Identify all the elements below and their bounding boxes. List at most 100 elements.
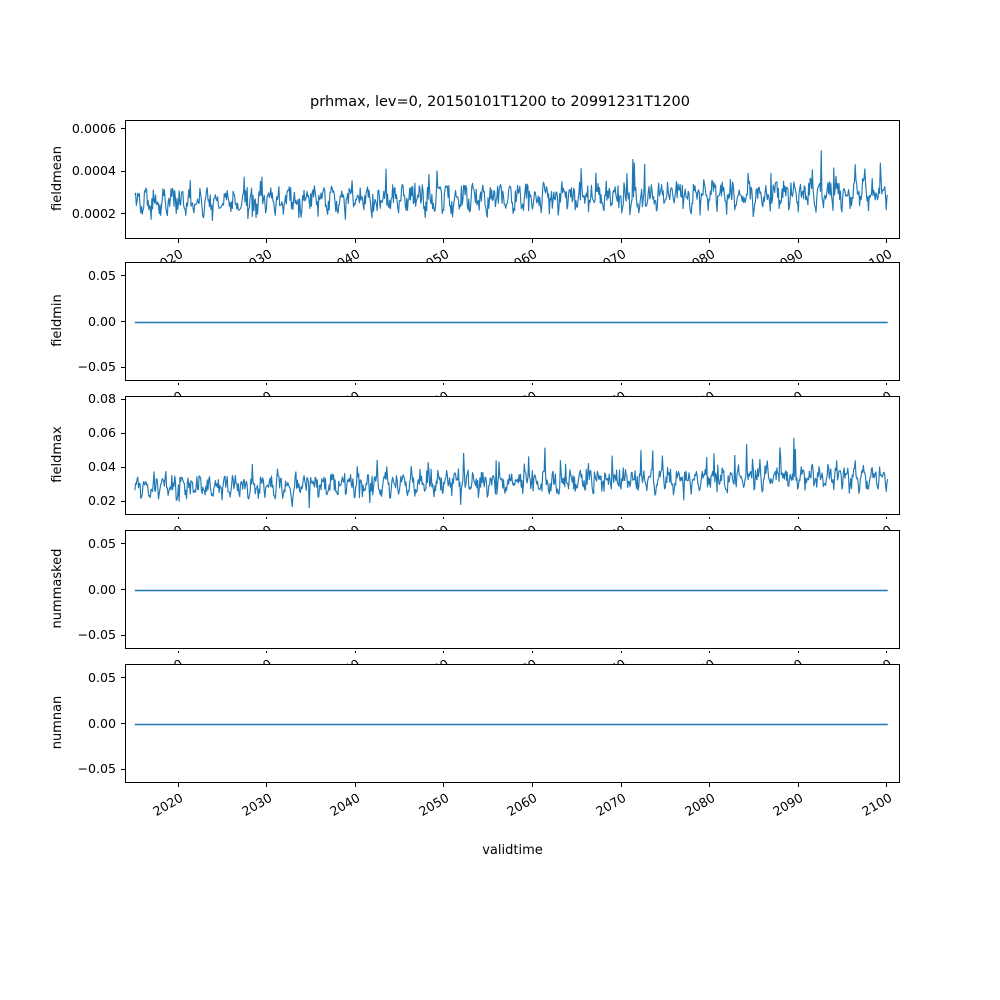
plot-line-fieldmax — [126, 397, 901, 516]
x-tick-label: 2070 — [593, 790, 629, 820]
y-tick-mark — [121, 213, 125, 215]
x-tick-label: 2080 — [681, 790, 718, 820]
x-tick-mark — [531, 239, 534, 243]
x-tick-mark — [797, 649, 799, 653]
x-tick-mark — [709, 783, 711, 787]
y-tick-mark — [121, 500, 125, 502]
x-tick-mark — [886, 381, 888, 385]
y-tick-label: −0.05 — [77, 761, 116, 777]
y-tick-mark — [121, 398, 125, 400]
x-tick-mark — [531, 515, 534, 519]
y-tick-label: 0.04 — [87, 459, 116, 475]
x-axis-label: validtime — [482, 843, 543, 858]
y-axis-label-numnan: numnan — [49, 695, 65, 749]
x-tick-mark — [177, 239, 179, 243]
x-tick-mark — [886, 239, 888, 243]
x-tick-label: 2090 — [770, 790, 806, 820]
y-tick-mark — [121, 321, 125, 323]
x-tick-mark — [620, 515, 622, 519]
y-tick-label: −0.05 — [77, 359, 116, 375]
x-tick-mark — [266, 239, 268, 243]
x-tick-mark — [443, 783, 445, 787]
x-tick-mark — [354, 515, 356, 519]
x-tick-label: 2020 — [150, 790, 186, 820]
x-tick-mark — [443, 515, 445, 519]
x-tick-mark — [709, 649, 711, 653]
x-tick-label: 2050 — [416, 790, 452, 820]
x-tick-mark — [709, 239, 711, 243]
y-axis-label-fieldmax: fieldmax — [49, 425, 65, 483]
plot-line-numnan — [126, 665, 901, 784]
y-tick-mark — [121, 275, 125, 277]
y-tick-label: 0.05 — [87, 535, 116, 551]
x-tick-mark — [886, 783, 888, 787]
x-tick-mark — [531, 783, 534, 787]
x-tick-label: 2100 — [858, 790, 895, 820]
subplot-fieldmax — [125, 396, 901, 516]
y-tick-mark — [121, 634, 125, 636]
y-tick-mark — [121, 543, 125, 545]
x-tick-mark — [620, 649, 622, 653]
x-tick-mark — [531, 649, 534, 653]
x-tick-mark — [443, 381, 445, 385]
x-tick-label: 2040 — [327, 790, 363, 820]
x-tick-mark — [886, 649, 888, 653]
x-tick-mark — [797, 783, 799, 787]
x-tick-mark — [177, 783, 179, 787]
x-tick-mark — [443, 649, 445, 653]
y-tick-mark — [121, 723, 125, 725]
subplot-numnan — [125, 664, 901, 784]
y-axis-label-nummasked: nummasked — [49, 548, 65, 628]
x-tick-label: 2060 — [504, 790, 540, 820]
x-tick-mark — [797, 239, 799, 243]
x-tick-mark — [620, 783, 622, 787]
x-tick-mark — [620, 239, 622, 243]
x-tick-mark — [797, 381, 799, 385]
x-tick-mark — [443, 239, 445, 243]
y-tick-mark — [121, 768, 125, 770]
x-tick-mark — [266, 515, 268, 519]
y-tick-label: 0.00 — [87, 313, 116, 329]
subplot-fieldmean — [125, 120, 901, 240]
y-axis-label-fieldmean: fieldmean — [49, 145, 65, 211]
x-tick-mark — [797, 515, 799, 519]
y-tick-mark — [121, 677, 125, 679]
y-tick-mark — [121, 170, 125, 172]
x-tick-mark — [354, 381, 356, 385]
x-tick-mark — [177, 381, 179, 385]
x-tick-mark — [886, 515, 888, 519]
y-tick-label: −0.05 — [77, 627, 116, 643]
y-tick-mark — [121, 466, 125, 468]
y-tick-label: 0.0002 — [71, 205, 116, 221]
plot-line-nummasked — [126, 531, 901, 650]
plot-line-fieldmean — [126, 121, 901, 240]
x-tick-mark — [266, 649, 268, 653]
subplot-nummasked — [125, 530, 901, 650]
x-tick-mark — [709, 515, 711, 519]
x-tick-mark — [266, 381, 268, 385]
y-tick-label: 0.06 — [87, 425, 116, 441]
figure-title: prhmax, lev=0, 20150101T1200 to 20991231… — [310, 94, 690, 110]
y-tick-label: 0.00 — [87, 715, 116, 731]
y-tick-mark — [121, 128, 125, 130]
y-tick-mark — [121, 589, 125, 591]
x-tick-mark — [531, 381, 534, 385]
x-tick-mark — [354, 239, 356, 243]
y-tick-mark — [121, 366, 125, 368]
x-tick-mark — [177, 649, 179, 653]
y-tick-label: 0.00 — [87, 581, 116, 597]
x-tick-mark — [266, 783, 268, 787]
y-tick-mark — [121, 432, 125, 434]
y-tick-label: 0.08 — [87, 391, 116, 407]
y-tick-label: 0.05 — [87, 267, 116, 283]
x-tick-label: 2030 — [238, 790, 275, 820]
x-tick-mark — [620, 381, 622, 385]
x-tick-mark — [354, 649, 356, 653]
y-tick-label: 0.0004 — [71, 163, 116, 178]
y-tick-label: 0.02 — [87, 493, 116, 509]
x-tick-mark — [709, 381, 711, 385]
x-tick-mark — [354, 783, 356, 787]
y-tick-label: 0.0006 — [71, 120, 116, 136]
x-tick-mark — [177, 515, 179, 519]
